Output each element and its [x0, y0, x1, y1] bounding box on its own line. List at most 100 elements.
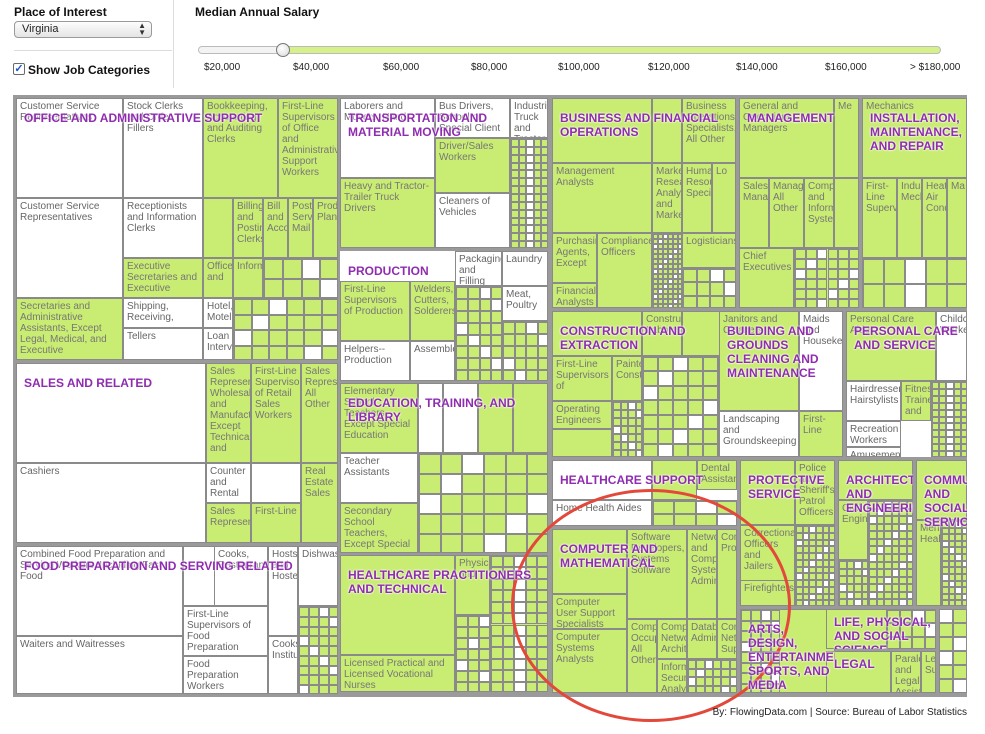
job-cell[interactable] — [960, 444, 966, 452]
job-cell[interactable] — [955, 593, 962, 601]
job-cell[interactable] — [203, 198, 233, 258]
job-cell[interactable] — [653, 239, 658, 244]
job-cell[interactable] — [939, 437, 947, 445]
job-cell[interactable] — [663, 254, 668, 259]
job-cell[interactable] — [846, 561, 854, 569]
job-cell[interactable] — [511, 194, 519, 202]
job-cell[interactable] — [320, 279, 337, 297]
job-cell[interactable]: First-Line — [251, 503, 301, 543]
job-cell[interactable] — [809, 586, 816, 594]
job-cell[interactable]: Market Research Analysts and Marketing — [652, 163, 682, 233]
job-cell[interactable] — [286, 314, 304, 330]
job-cell[interactable] — [663, 274, 668, 279]
job-cell[interactable] — [838, 279, 850, 289]
category-production[interactable]: First-Line Supervisors of Production Help… — [340, 251, 548, 381]
job-cell[interactable] — [329, 626, 337, 637]
job-cell[interactable] — [924, 636, 935, 648]
job-cell[interactable] — [552, 429, 612, 457]
job-cell[interactable] — [939, 423, 947, 431]
job-cell[interactable] — [304, 314, 322, 330]
job-cell[interactable]: Management Analysts — [552, 163, 652, 233]
job-cell[interactable] — [533, 201, 542, 210]
job-cell[interactable] — [668, 304, 673, 307]
job-cell[interactable] — [946, 451, 954, 456]
job-cell[interactable] — [505, 514, 528, 534]
job-cell[interactable] — [884, 501, 892, 509]
job-cell[interactable] — [946, 388, 954, 396]
job-cell[interactable] — [467, 649, 480, 660]
job-cell[interactable] — [905, 259, 926, 284]
job-cell[interactable]: Business Operations Specialists, All Oth… — [682, 98, 736, 163]
job-cell[interactable] — [309, 646, 319, 656]
job-cell[interactable] — [912, 623, 925, 637]
job-cell[interactable] — [802, 593, 810, 601]
job-cell[interactable] — [491, 578, 503, 591]
job-cell[interactable] — [710, 269, 724, 283]
job-cell[interactable] — [876, 531, 884, 539]
job-cell[interactable] — [541, 233, 547, 242]
job-cell[interactable]: Lo — [712, 163, 736, 233]
job-cell[interactable] — [653, 249, 658, 254]
job-cell[interactable] — [869, 546, 877, 554]
job-cell[interactable] — [673, 269, 678, 274]
job-cell[interactable] — [827, 299, 839, 307]
job-cell[interactable] — [537, 681, 547, 691]
job-cell[interactable] — [955, 521, 962, 528]
job-cell[interactable] — [795, 279, 806, 289]
job-cell[interactable] — [948, 587, 955, 594]
job-cell[interactable] — [941, 520, 967, 606]
job-cell[interactable] — [955, 600, 962, 605]
job-cell[interactable] — [948, 534, 955, 541]
job-cell[interactable]: Heating, Air Conditioning — [922, 178, 947, 258]
job-cell[interactable] — [942, 600, 949, 605]
job-cell[interactable] — [269, 314, 287, 330]
job-cell[interactable] — [688, 357, 703, 372]
job-cell[interactable] — [827, 259, 839, 269]
job-cell[interactable] — [663, 239, 668, 244]
job-cell[interactable] — [939, 451, 947, 456]
job-cell[interactable] — [688, 443, 703, 456]
job-cell[interactable] — [304, 345, 322, 359]
job-cell[interactable] — [771, 683, 779, 692]
job-cell[interactable] — [822, 546, 830, 553]
job-cell[interactable] — [854, 599, 862, 605]
job-cell[interactable] — [683, 295, 697, 307]
job-cell[interactable] — [678, 239, 681, 244]
job-cell[interactable]: Helpers--Production — [340, 341, 410, 381]
job-cell[interactable] — [942, 547, 949, 555]
job-cell[interactable] — [484, 494, 506, 514]
job-cell[interactable] — [884, 523, 892, 532]
job-cell[interactable] — [948, 547, 955, 555]
job-cell[interactable] — [491, 334, 501, 347]
job-cell[interactable] — [479, 682, 489, 691]
job-cell[interactable] — [961, 567, 966, 574]
job-cell[interactable] — [678, 274, 681, 279]
job-cell[interactable] — [816, 566, 823, 574]
job-cell[interactable] — [612, 401, 642, 457]
job-cell[interactable]: Food Preparation Workers — [183, 656, 268, 694]
job-cell[interactable]: Driver/Sales Workers — [435, 138, 510, 193]
job-cell[interactable] — [518, 170, 527, 179]
job-cell[interactable] — [802, 600, 810, 605]
job-cell[interactable] — [906, 576, 912, 585]
job-cell[interactable] — [299, 626, 309, 637]
job-cell[interactable] — [869, 516, 877, 524]
job-cell[interactable] — [796, 539, 803, 547]
job-cell[interactable] — [809, 526, 816, 533]
job-cell[interactable] — [533, 217, 542, 226]
job-cell[interactable] — [653, 234, 658, 239]
job-cell[interactable] — [947, 259, 966, 284]
job-cell[interactable] — [269, 345, 287, 359]
job-cell[interactable] — [527, 454, 547, 474]
job-cell[interactable] — [440, 494, 463, 514]
job-cell[interactable] — [899, 523, 907, 532]
job-cell[interactable] — [861, 599, 867, 605]
job-cell[interactable]: Industrial Truck and Tractor — [510, 98, 548, 138]
job-cell[interactable] — [834, 178, 859, 248]
job-cell[interactable] — [906, 501, 912, 509]
job-cell[interactable] — [502, 658, 515, 671]
job-cell[interactable] — [802, 573, 810, 580]
job-cell[interactable] — [533, 178, 542, 187]
job-cell[interactable] — [510, 138, 548, 248]
job-cell[interactable] — [906, 599, 912, 605]
